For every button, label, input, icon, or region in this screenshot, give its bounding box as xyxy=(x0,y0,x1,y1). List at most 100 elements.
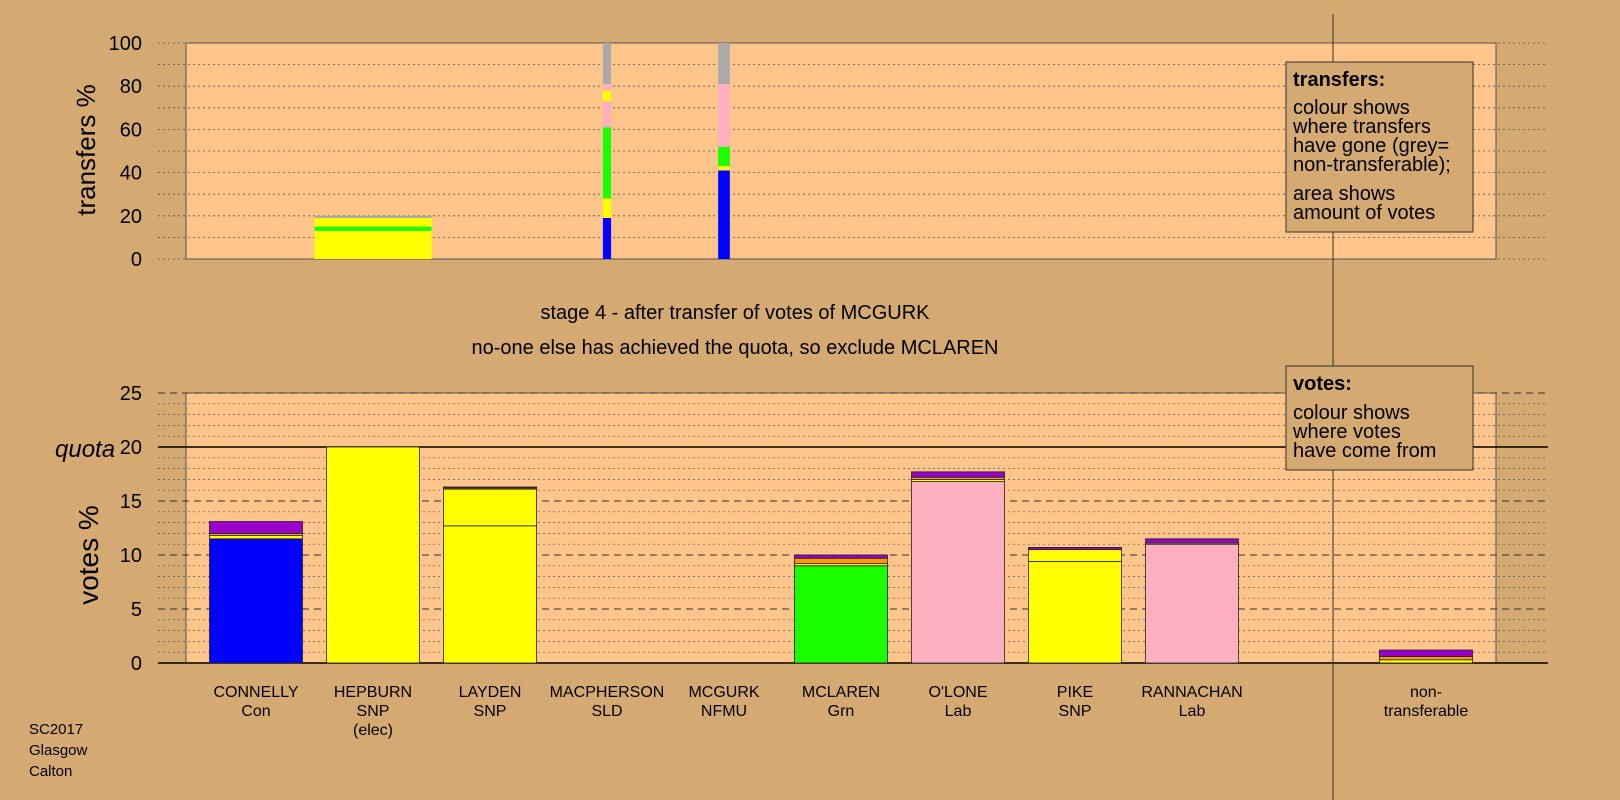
transfers-legend-line: non-transferable); xyxy=(1293,154,1451,176)
stage-line-1: stage 4 - after transfer of votes of MCG… xyxy=(540,302,930,324)
candidate-name-label: CONNELLY xyxy=(213,684,298,701)
transfer-segment xyxy=(718,166,730,171)
vote-segment xyxy=(326,446,420,664)
votes-legend-box: votes: colour shows where votes have com… xyxy=(1285,365,1474,471)
transfers-legend-line: colour shows xyxy=(1293,97,1410,119)
votes-legend-frame xyxy=(1285,365,1474,471)
candidate-name-label: MACPHERSON xyxy=(550,684,665,701)
transfer-segment xyxy=(602,127,612,199)
transfer-segment xyxy=(602,90,612,102)
vote-segment xyxy=(443,486,537,489)
candidate-party-label: NFMU xyxy=(701,703,747,720)
votes-legend-line: have come from xyxy=(1293,440,1436,462)
transfers-legend-line: amount of votes xyxy=(1293,202,1435,224)
candidate-party-label: SNP xyxy=(1059,703,1092,720)
transfers-y-tick-label: 80 xyxy=(120,76,142,98)
votes-y-tick-label: 0 xyxy=(131,653,142,675)
candidate-status-label: (elec) xyxy=(353,722,393,739)
candidate-name-label: O'LONE xyxy=(928,684,987,701)
votes-panel: 0 5 10 15 20 25 CONNELLY Con HEPBURN SNP (elec) LA… xyxy=(55,383,1548,739)
candidate-name-label: MCGURK xyxy=(688,684,759,701)
vote-segment xyxy=(209,521,303,534)
quota-label: quota xyxy=(55,436,115,463)
candidate-name-label: HEPBURN xyxy=(334,684,412,701)
vote-segment xyxy=(443,488,537,527)
candidate-party-label: Grn xyxy=(828,703,855,720)
transfers-y-ticks: 0 20 40 60 80 100 xyxy=(109,33,142,271)
vote-segment xyxy=(794,554,888,559)
transfer-segment xyxy=(602,101,612,128)
votes-legend-line: colour shows xyxy=(1293,402,1410,424)
transfers-y-tick-label: 0 xyxy=(131,249,142,271)
candidate-name-label: LAYDEN xyxy=(459,684,522,701)
votes-y-ticks: 0 5 10 15 20 25 xyxy=(120,383,142,675)
vote-segment xyxy=(209,538,303,664)
nontransferable-label: transferable xyxy=(1384,703,1469,720)
transfer-segment xyxy=(314,230,432,259)
transfers-legend-frame xyxy=(1285,61,1474,233)
transfer-segment xyxy=(718,146,730,167)
candidate-name-label: MCLAREN xyxy=(802,684,880,701)
transfers-legend-line: have gone (grey= xyxy=(1293,135,1449,157)
transfers-panel: 0 20 40 60 80 100 transfers % xyxy=(71,33,1548,271)
transfers-y-tick-label: 20 xyxy=(120,206,142,228)
transfers-y-tick-label: 100 xyxy=(109,33,142,55)
votes-y-tick-label: 5 xyxy=(131,599,142,621)
transfers-legend-title: transfers: xyxy=(1293,69,1385,91)
transfers-y-tick-label: 40 xyxy=(120,163,142,185)
transfer-segment xyxy=(314,217,432,227)
transfers-bars xyxy=(314,43,730,259)
vote-segment xyxy=(1379,656,1473,661)
candidate-party-label: SNP xyxy=(357,703,390,720)
transfer-segment xyxy=(314,226,432,231)
vote-segment xyxy=(794,565,888,664)
candidate-party-label: SLD xyxy=(591,703,622,720)
candidate-party-label: Con xyxy=(241,703,270,720)
vote-segment xyxy=(1028,549,1122,562)
votes-y-tick-label: 10 xyxy=(120,545,142,567)
nontransferable-label: non- xyxy=(1410,684,1442,701)
transfers-y-tick-label: 60 xyxy=(120,119,142,141)
footer-council: Glasgow xyxy=(29,742,88,759)
candidate-party-label: Lab xyxy=(945,703,972,720)
vote-segment xyxy=(209,535,303,540)
candidate-party-label: SNP xyxy=(474,703,507,720)
vote-segment xyxy=(794,557,888,565)
votes-bars xyxy=(209,446,1473,664)
vote-segment xyxy=(911,481,1005,664)
transfer-segment xyxy=(718,84,730,147)
transfers-legend-line: area shows xyxy=(1293,183,1395,205)
vote-segment xyxy=(1145,543,1239,664)
stage-line-2: no-one else has achieved the quota, so e… xyxy=(472,337,999,359)
transfer-segment xyxy=(602,84,612,91)
transfer-segment xyxy=(602,198,612,218)
transfer-segment xyxy=(718,43,730,85)
votes-legend-line: where votes xyxy=(1292,421,1401,443)
transfer-segment xyxy=(602,43,612,85)
transfers-axis-label: transfers % xyxy=(71,84,101,216)
vote-segment xyxy=(1379,659,1473,664)
vote-segment xyxy=(1028,547,1122,551)
transfer-segment xyxy=(718,170,730,259)
candidate-name-label: RANNACHAN xyxy=(1141,684,1242,701)
votes-y-tick-label: 20 xyxy=(120,437,142,459)
votes-legend-title: votes: xyxy=(1293,373,1352,395)
votes-y-tick-label: 25 xyxy=(120,383,142,405)
transfers-gridlines xyxy=(158,42,1548,260)
candidate-labels: CONNELLY Con HEPBURN SNP (elec) LAYDEN SNP MACP… xyxy=(213,684,1468,739)
votes-axis-label: votes % xyxy=(73,505,104,605)
transfer-segment xyxy=(602,217,612,259)
transfer-segment xyxy=(314,215,432,218)
footer-ward: Calton xyxy=(29,763,72,780)
candidate-party-label: Lab xyxy=(1179,703,1206,720)
candidate-name-label: PIKE xyxy=(1057,684,1093,701)
transfers-legend-line: where transfers xyxy=(1292,116,1431,138)
vote-segment xyxy=(443,525,537,664)
votes-y-tick-label: 15 xyxy=(120,491,142,513)
vote-segment xyxy=(911,471,1005,478)
vote-segment xyxy=(1379,649,1473,657)
transfers-legend-box: transfers: colour shows where transfers … xyxy=(1285,61,1474,233)
vote-segment xyxy=(1028,561,1122,664)
footer-election: SC2017 xyxy=(29,721,83,738)
